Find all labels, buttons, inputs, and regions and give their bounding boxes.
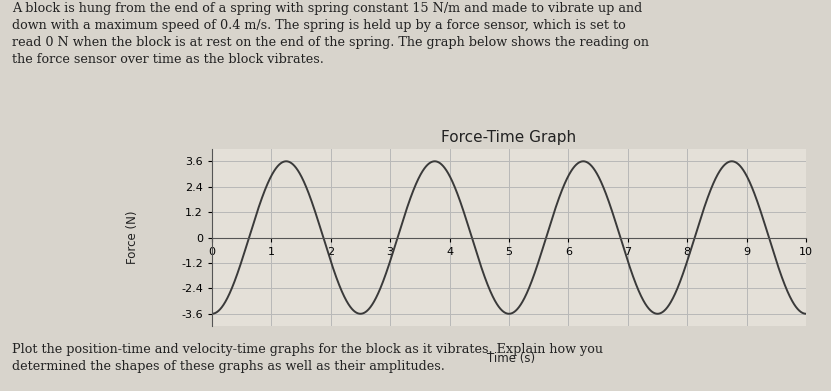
X-axis label: Time (s): Time (s) — [0, 390, 1, 391]
Title: Force-Time Graph: Force-Time Graph — [441, 130, 577, 145]
Text: Time (s): Time (s) — [487, 352, 535, 365]
Text: Plot the position-time and velocity-time graphs for the block as it vibrates. Ex: Plot the position-time and velocity-time… — [12, 343, 603, 373]
Text: A block is hung from the end of a spring with spring constant 15 N/m and made to: A block is hung from the end of a spring… — [12, 2, 650, 66]
Y-axis label: Force (N): Force (N) — [126, 211, 140, 264]
